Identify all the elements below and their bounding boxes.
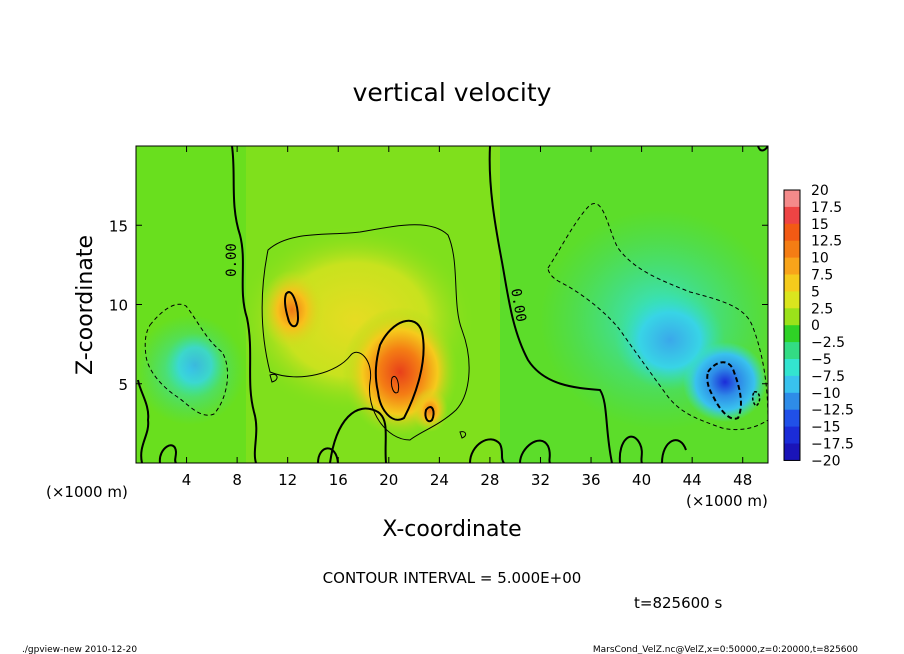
y-tick-label: 15 <box>109 217 128 235</box>
colorbar-segment <box>784 291 800 309</box>
colorbar-segment <box>784 274 800 292</box>
colorbar: 2017.51512.5107.552.50−2.5−5−7.5−10−12.5… <box>783 183 854 469</box>
zero-contour-label-left: 0.00 <box>224 243 240 277</box>
colorbar-segment <box>784 359 800 377</box>
colorbar-label: −20 <box>811 453 841 469</box>
x-tick-label: 44 <box>683 471 702 489</box>
colorbar-frame <box>783 189 801 461</box>
x-tick-label: 12 <box>278 471 297 489</box>
contour-positive-15 <box>391 376 399 394</box>
contour-positive-10-main <box>374 319 425 421</box>
colorbar-segment <box>784 190 800 208</box>
x-axis-title: X-coordinate <box>382 517 521 542</box>
y-tick-label: 10 <box>109 297 128 315</box>
contour-negative-5-left <box>144 303 228 416</box>
chart-title: vertical velocity <box>353 78 552 107</box>
colorbar-segment <box>784 240 800 259</box>
x-tick-label: 48 <box>733 471 752 489</box>
colorbar-label: −17.5 <box>811 437 854 453</box>
colorbar-segment <box>784 325 800 343</box>
contour-positive-5-small <box>269 373 467 439</box>
heatmap-field: 0.00 0.00 <box>136 146 768 463</box>
colorbar-label: 17.5 <box>811 200 842 216</box>
footer-right: MarsCond_VelZ.nc@VelZ,x=0:50000,z=0:2000… <box>593 645 858 654</box>
x-tick-label: 4 <box>182 471 192 489</box>
colorbar-label: 20 <box>811 183 829 199</box>
x-tick-label: 32 <box>531 471 550 489</box>
colorbar-segment <box>784 426 800 444</box>
contour-negative-5-right <box>547 203 768 431</box>
colorbar-segment <box>784 257 800 275</box>
zero-contour-label-right: 0.00 <box>507 287 529 323</box>
x-tick-label: 28 <box>480 471 499 489</box>
x-tick-label: 24 <box>430 471 449 489</box>
colorbar-label: 2.5 <box>811 301 833 317</box>
colorbar-segment <box>784 443 800 461</box>
zero-contour-bottom-2 <box>158 444 178 463</box>
contour-positive-10-upper <box>283 291 300 328</box>
colorbar-segment <box>784 206 800 225</box>
zero-contour-top-right <box>757 146 768 152</box>
updraft-core-upper <box>260 270 324 350</box>
contour-positive-5 <box>261 224 470 441</box>
x-tick-label: 8 <box>232 471 242 489</box>
zero-contour-bottom-3 <box>317 407 387 463</box>
colorbar-label: 0 <box>811 318 820 334</box>
y-axis-title: Z-coordinate <box>73 235 98 375</box>
colorbar-label: −5 <box>811 352 832 368</box>
x-tick-label: 20 <box>379 471 398 489</box>
x-axis: 4 8 12 16 20 24 28 32 36 40 44 48 <box>182 146 752 489</box>
colorbar-label: 15 <box>811 217 829 233</box>
colorbar-label: −12.5 <box>811 403 854 419</box>
colorbar-segment <box>784 308 800 326</box>
colorbar-label: −15 <box>811 420 841 436</box>
colorbar-label: 7.5 <box>811 268 833 284</box>
contour-positive-10-small <box>424 406 435 423</box>
y-axis: 5 10 15 <box>109 217 768 394</box>
x-tick-label: 36 <box>581 471 600 489</box>
time-stamp: t=825600 s <box>634 594 722 612</box>
y-tick-label: 5 <box>118 376 128 394</box>
x-tick-label: 40 <box>632 471 651 489</box>
colorbar-label: 10 <box>811 251 829 267</box>
contour-interval-text: CONTOUR INTERVAL = 5.000E+00 <box>323 569 582 587</box>
x-unit-label-left: (×1000 m) <box>46 483 128 501</box>
zero-contour-right <box>488 146 613 463</box>
colorbar-label: −7.5 <box>811 369 845 385</box>
colorbar-label: −2.5 <box>811 335 845 351</box>
footer-left: ./gpview-new 2010-12-20 <box>22 645 137 654</box>
colorbar-label: 12.5 <box>811 234 842 250</box>
colorbar-segment <box>784 409 800 428</box>
x-tick-label: 16 <box>329 471 348 489</box>
zero-contour-left <box>231 146 258 463</box>
x-unit-label-right: (×1000 m) <box>686 492 768 510</box>
zero-contour-bottom-4 <box>469 438 551 463</box>
downdraft-core-main <box>683 342 767 422</box>
zero-contour-bottom-1 <box>137 379 150 463</box>
downdraft-core-left <box>165 333 225 397</box>
colorbar-segment <box>784 223 800 242</box>
colorbar-label: −10 <box>811 386 841 402</box>
colorbar-segment <box>784 342 800 360</box>
colorbar-segment <box>784 392 800 411</box>
colorbar-segment <box>784 375 800 394</box>
colorbar-label: 5 <box>811 284 820 300</box>
contour-negative-10 <box>706 361 742 420</box>
updraft-core-small <box>412 388 448 432</box>
